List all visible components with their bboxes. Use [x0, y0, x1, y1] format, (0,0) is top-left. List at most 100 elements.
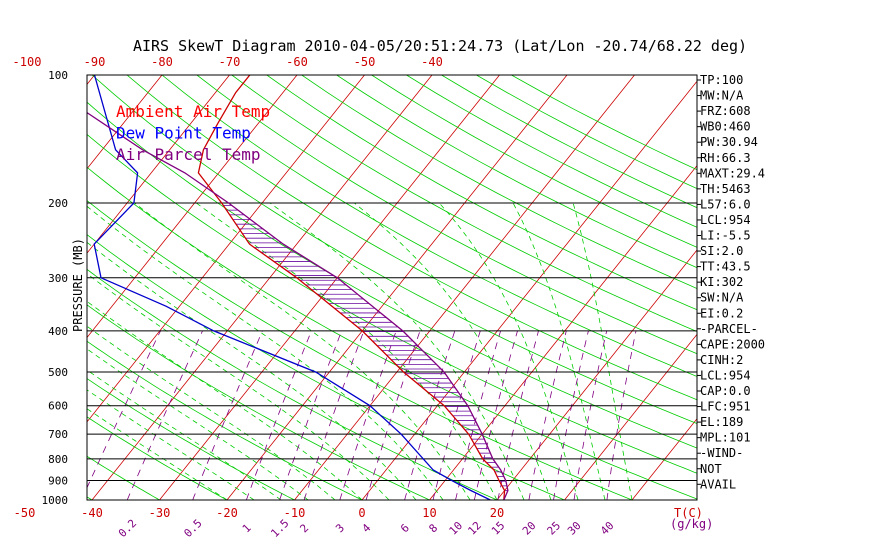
profile-line [197, 75, 506, 500]
diagnostic-item: LFC:951 [700, 400, 751, 414]
dry-adiabat-line [87, 268, 499, 500]
diagnostic-item: WB0:460 [700, 120, 751, 134]
isotherm-line [226, 75, 568, 500]
profile-line [87, 111, 509, 500]
isotherm-line [0, 75, 27, 500]
dry-adiabat-line [87, 416, 228, 500]
mixing-ratio-tick-label: 6 [398, 521, 412, 535]
diagnostic-item: L57:6.0 [700, 197, 751, 211]
pressure-tick-label: 700 [48, 428, 68, 441]
bottom-tick-label: -10 [284, 506, 306, 520]
pressure-tick-label: 300 [48, 272, 68, 285]
bottom-tick-label: -40 [81, 506, 103, 520]
mixing-ratio-tick-label: 4 [360, 521, 374, 535]
mixing-ratio-tick-label: 20 [520, 519, 539, 538]
mixing-ratio-unit-label: (g/kg) [670, 517, 713, 531]
dry-adiabat-line [161, 75, 697, 377]
dry-adiabat-line [87, 455, 161, 500]
moist-adiabat-line [438, 202, 579, 500]
bottom-temperature-axis: -50 -40 -30 -20 -10 0 10 20 [14, 506, 505, 520]
diagnostic-item: NOT [700, 462, 722, 476]
chart-title: AIRS SkewT Diagram 2010-04-05/20:51:24.7… [133, 37, 747, 55]
dry-adiabat-line [87, 200, 634, 500]
sounding-profiles [87, 75, 509, 500]
mixing-ratio-tick-label: 8 [426, 521, 440, 535]
dry-adiabat-line [87, 133, 697, 474]
isotherm-line [496, 249, 697, 500]
isotherm-line [87, 75, 163, 170]
dry-adiabat-line [196, 75, 697, 355]
diagnostic-item: LCL:954 [700, 368, 751, 382]
pressure-tick-label: 800 [48, 453, 68, 466]
mixing-ratio-tick-label: 1.5 [268, 517, 291, 540]
mixing-ratio-tick-label: 10 [447, 519, 466, 538]
top-tick-label: -40 [421, 55, 443, 69]
pressure-tick-label: 100 [48, 69, 68, 82]
moist-adiabat-line [512, 202, 606, 500]
diagnostic-item: TH:5463 [700, 182, 751, 196]
y-axis-label: PRESSURE (MB) [71, 238, 85, 332]
mixing-ratio-tick-label: 30 [565, 519, 584, 538]
isotherm-line [294, 75, 635, 500]
diagnostic-item: CAPE:2000 [700, 337, 765, 351]
top-tick-label: -50 [354, 55, 376, 69]
diagnostic-item: EL:189 [700, 415, 743, 429]
diagnostic-item: PW:30.94 [700, 135, 758, 149]
top-temperature-axis: -120-110-100-90-80-70-60-50-40 [13, 55, 443, 69]
plot-frame [86, 74, 698, 501]
dry-adiabat-line [126, 75, 697, 401]
diagnostic-item: LCL:954 [700, 213, 751, 227]
dry-adiabat-line [231, 75, 697, 332]
dry-adiabat-line [87, 166, 697, 500]
pressure-tick-label: 900 [48, 475, 68, 488]
moist-adiabat-line [87, 369, 282, 500]
isotherm-line [631, 418, 697, 500]
mixing-ratio-tick-label: 2 [297, 521, 311, 535]
top-tick-label: -80 [151, 55, 173, 69]
pressure-tick-label: 200 [48, 197, 68, 210]
dry-adiabat-line [511, 75, 697, 171]
isobar-lines [87, 202, 697, 482]
dry-adiabat-line [336, 75, 697, 269]
mixing-ratio-line [573, 330, 608, 500]
top-tick-label: -90 [84, 55, 106, 69]
moist-adiabat-line [87, 389, 255, 500]
dry-adiabat-line [301, 75, 697, 289]
dry-adiabat-line [87, 496, 93, 500]
dry-adiabat-line [91, 75, 697, 425]
diagnostic-item: EI:0.2 [700, 306, 743, 320]
pressure-tick-label: 400 [48, 325, 68, 338]
diagnostic-item: CAP:0.0 [700, 384, 751, 398]
dry-adiabat-line [87, 101, 697, 449]
isotherm-line [767, 75, 870, 500]
isotherm-line [91, 75, 433, 500]
mixing-ratio-tick-label: 15 [489, 519, 508, 538]
profile-line [93, 75, 491, 500]
cape-hatching [223, 205, 508, 491]
mixing-ratio-line [246, 330, 312, 500]
top-tick-label: -70 [219, 55, 241, 69]
bottom-tick-label: 0 [358, 506, 365, 520]
top-tick-label: -100 [13, 55, 42, 69]
dry-adiabat-line [476, 75, 697, 190]
isotherm-line [87, 75, 365, 423]
bottom-tick-label: 20 [490, 506, 504, 520]
legend-entry: Dew Point Temp [116, 124, 251, 143]
moist-adiabat-line [87, 241, 417, 500]
diagnostic-item: -WIND- [700, 446, 743, 460]
mixing-ratio-tick-label: 12 [465, 519, 484, 538]
dry-adiabat-line [266, 75, 697, 311]
diagnostic-item: SW:N/A [700, 291, 744, 305]
legend-entry: Ambient Air Temp [116, 102, 270, 121]
chart-legend: Ambient Air Temp Dew Point Temp Air Parcel… [116, 102, 270, 164]
pressure-tick-label: 500 [48, 366, 68, 379]
diagnostic-item: -PARCEL- [700, 322, 758, 336]
bottom-tick-label: -30 [149, 506, 171, 520]
pressure-tick-label: 1000 [42, 494, 69, 507]
mixing-ratio-line [528, 330, 567, 500]
diagnostic-item: MW:N/A [700, 89, 744, 103]
moist-adiabat-line [87, 408, 228, 500]
diagnostic-item: AVAIL [700, 477, 736, 491]
